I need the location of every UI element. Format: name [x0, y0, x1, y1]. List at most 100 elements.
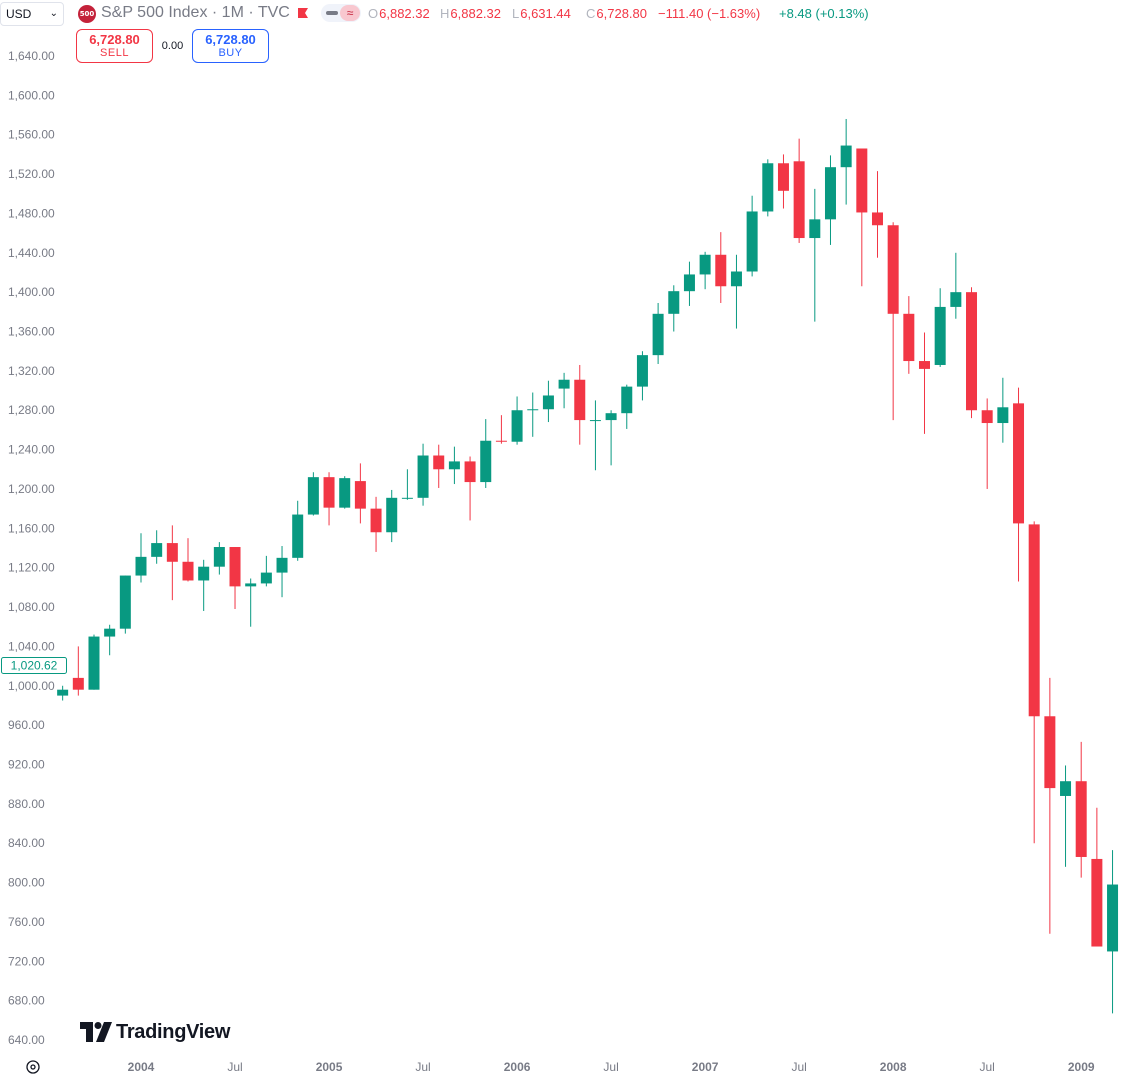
candle[interactable] — [934, 288, 946, 367]
flag-icon[interactable] — [297, 7, 309, 19]
candle[interactable] — [401, 469, 413, 500]
candle[interactable] — [88, 634, 100, 690]
candle[interactable] — [809, 188, 821, 322]
chevron-down-icon: ⌄ — [49, 8, 58, 19]
candle[interactable] — [856, 148, 868, 287]
candle[interactable] — [950, 252, 962, 319]
ohlc-change: −111.40 (−1.63%) — [658, 6, 761, 21]
candle[interactable] — [730, 254, 742, 329]
candle-body — [589, 420, 601, 422]
candle[interactable] — [668, 285, 680, 332]
candle[interactable] — [339, 476, 351, 509]
candle-body — [386, 497, 398, 533]
candle[interactable] — [1060, 765, 1072, 867]
candle[interactable] — [166, 525, 178, 601]
candle[interactable] — [245, 578, 257, 627]
gear-icon[interactable] — [24, 1058, 42, 1076]
candle[interactable] — [997, 377, 1009, 443]
candle[interactable] — [151, 530, 163, 564]
candle[interactable] — [558, 372, 570, 409]
candle[interactable] — [292, 500, 304, 561]
candle[interactable] — [480, 419, 492, 488]
candle[interactable] — [260, 555, 272, 587]
candle[interactable] — [1091, 807, 1103, 947]
candle[interactable] — [636, 351, 648, 401]
candle[interactable] — [464, 456, 476, 521]
candle[interactable] — [495, 415, 507, 444]
candle[interactable] — [793, 138, 805, 243]
candle[interactable] — [354, 463, 366, 524]
candle[interactable] — [542, 380, 554, 423]
candle[interactable] — [182, 538, 194, 582]
candle[interactable] — [433, 444, 445, 488]
candle[interactable] — [824, 155, 836, 245]
candle[interactable] — [323, 472, 335, 526]
candle[interactable] — [589, 400, 601, 471]
candle[interactable] — [981, 398, 993, 489]
candle[interactable] — [448, 446, 460, 485]
candle[interactable] — [966, 287, 978, 419]
candle[interactable] — [574, 364, 586, 445]
sell-button[interactable]: 6,728.80 SELL — [76, 29, 153, 63]
candle[interactable] — [72, 646, 84, 696]
candle[interactable] — [229, 547, 241, 610]
candle[interactable] — [119, 575, 131, 634]
time-axis[interactable]: 2004 Jul 2005 Jul 2006 Jul 2007 Jul 2008 Jul 2009 — [128, 1060, 1095, 1074]
candle[interactable] — [871, 171, 883, 258]
candle-body — [1044, 716, 1056, 789]
y-tick-label: 1,040.00 — [8, 639, 55, 653]
candle[interactable] — [1075, 741, 1087, 878]
chart-header: USD ⌄ 500 S&P 500 Index · 1M · TVC ≈ O6,… — [0, 0, 1123, 28]
candle[interactable] — [699, 251, 711, 290]
candle-body — [511, 410, 523, 442]
candle[interactable] — [1013, 387, 1025, 582]
candle-body — [57, 689, 69, 696]
buy-button[interactable]: 6,728.80 BUY — [192, 29, 269, 63]
candle[interactable] — [715, 232, 727, 303]
candle[interactable] — [57, 685, 69, 701]
candle[interactable] — [621, 384, 633, 429]
y-tick-label: 640.00 — [8, 1033, 45, 1047]
candle[interactable] — [135, 533, 147, 583]
candle-body — [1091, 858, 1103, 947]
candle[interactable] — [777, 154, 789, 209]
currency-select[interactable]: USD ⌄ — [0, 2, 64, 26]
candle[interactable] — [1107, 850, 1119, 1014]
candle-body — [652, 313, 664, 356]
ohlc-low: L6,631.44 — [512, 6, 571, 21]
compare-toggle-icon[interactable]: ≈ — [321, 4, 361, 22]
candle[interactable] — [840, 118, 852, 205]
candle[interactable] — [307, 472, 319, 516]
candle[interactable] — [417, 443, 429, 506]
candle[interactable] — [1028, 521, 1040, 844]
candle-body — [182, 561, 194, 581]
candle[interactable] — [919, 332, 930, 434]
symbol-title[interactable]: S&P 500 Index · 1M · TVC — [101, 4, 290, 21]
y-tick-label: 1,240.00 — [8, 443, 55, 457]
candle[interactable] — [903, 296, 915, 374]
candle[interactable] — [1044, 677, 1056, 934]
sell-label: SELL — [100, 47, 129, 59]
y-tick-label: 1,560.00 — [8, 128, 55, 142]
candle[interactable] — [527, 392, 539, 437]
candle[interactable] — [104, 624, 116, 656]
candle-body — [276, 557, 288, 573]
candle[interactable] — [746, 195, 758, 277]
candle[interactable] — [386, 489, 398, 543]
candle[interactable] — [762, 159, 774, 217]
candle-body — [636, 355, 648, 387]
candle[interactable] — [887, 222, 899, 421]
candle[interactable] — [511, 396, 523, 445]
candle-body — [72, 677, 84, 690]
price-axis[interactable]: 640.00 680.00 720.00 760.00 800.00 840.00 880.… — [8, 49, 55, 1047]
y-tick-label: 1,160.00 — [8, 521, 55, 535]
candle-body — [574, 379, 586, 421]
candle[interactable] — [276, 546, 288, 598]
candle[interactable] — [198, 559, 210, 611]
candle[interactable] — [652, 302, 664, 364]
candle[interactable] — [683, 261, 695, 306]
candle[interactable] — [605, 410, 617, 466]
candle[interactable] — [370, 496, 382, 552]
candle[interactable] — [213, 542, 225, 575]
